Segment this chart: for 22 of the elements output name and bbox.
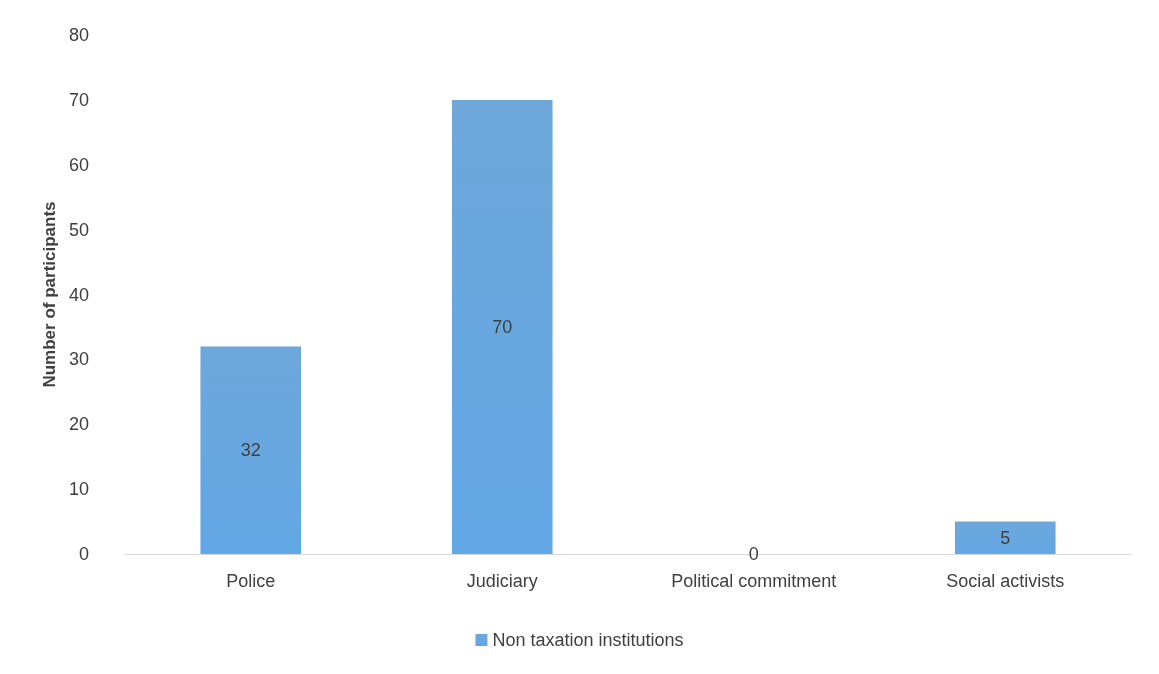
x-tick-label: Political commitment: [671, 571, 837, 591]
data-label: 32: [240, 440, 261, 461]
y-tick-label: 0: [78, 544, 89, 564]
bar: [200, 346, 302, 554]
bar: [451, 99, 553, 554]
y-tick-label: 40: [68, 284, 89, 305]
x-tick-label: Police: [226, 571, 276, 591]
y-tick-label: 20: [68, 414, 89, 435]
y-axis-title: Number of participants: [40, 201, 60, 388]
data-label: 0: [748, 544, 759, 564]
y-tick-label: 70: [68, 89, 89, 110]
x-tick-label: Judiciary: [466, 571, 538, 591]
x-tick-label: Social activists: [946, 571, 1065, 591]
data-label: 5: [1000, 527, 1011, 548]
y-tick-label: 10: [68, 479, 89, 500]
bar: [954, 521, 1056, 554]
y-tick-label: 80: [68, 25, 89, 45]
y-tick-label: 50: [68, 219, 89, 240]
y-tick-label: 30: [68, 349, 89, 370]
legend-label: Non taxation institutions: [492, 630, 684, 650]
data-label: 70: [492, 316, 513, 337]
y-tick-label: 60: [68, 154, 89, 175]
